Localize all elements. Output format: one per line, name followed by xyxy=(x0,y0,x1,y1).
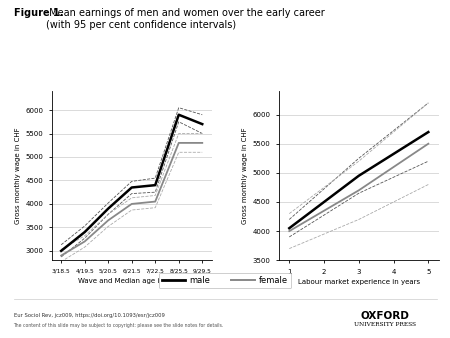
Text: Figure 1.: Figure 1. xyxy=(14,8,63,19)
Y-axis label: Gross monthly wage in CHF: Gross monthly wage in CHF xyxy=(243,127,248,224)
Text: The content of this slide may be subject to copyright: please see the slide note: The content of this slide may be subject… xyxy=(14,323,224,328)
Y-axis label: Gross monthly wage in CHF: Gross monthly wage in CHF xyxy=(15,127,21,224)
Text: Eur Sociol Rev, jcz009, https://doi.org/10.1093/esr/jcz009: Eur Sociol Rev, jcz009, https://doi.org/… xyxy=(14,313,164,318)
Text: UNIVERSITY PRESS: UNIVERSITY PRESS xyxy=(354,322,416,327)
X-axis label: Wave and Median age in years: Wave and Median age in years xyxy=(78,278,185,284)
Text: OXFORD: OXFORD xyxy=(360,311,409,321)
X-axis label: Labour market experience in years: Labour market experience in years xyxy=(298,279,420,285)
Text: Mean earnings of men and women over the early career
(with 95 per cent confidenc: Mean earnings of men and women over the … xyxy=(46,8,325,30)
Legend: male, female: male, female xyxy=(159,272,291,288)
